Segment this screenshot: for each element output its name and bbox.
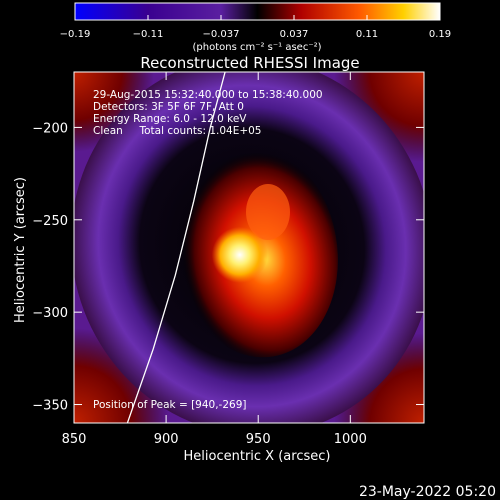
chart-title: Reconstructed RHESSI Image bbox=[140, 54, 359, 72]
annotation-energy-range: Energy Range: 6.0 - 12.0 keV bbox=[93, 113, 247, 125]
annotation-detectors: Detectors: 3F 5F 6F 7F, Att 0 bbox=[93, 101, 244, 113]
x-tick-label-0: 850 bbox=[62, 432, 87, 447]
colorbar-tick-label-5: 0.19 bbox=[429, 29, 451, 40]
colorbar bbox=[74, 2, 441, 21]
annotation-block: 29-Aug-2015 15:32:40.000 to 15:38:40.000… bbox=[93, 89, 323, 411]
colorbar-ticks: −0.19 −0.11 −0.037 0.037 0.11 0.19 bbox=[60, 15, 451, 40]
annotation-time-range: 29-Aug-2015 15:32:40.000 to 15:38:40.000 bbox=[93, 89, 323, 101]
annotation-peak-position: Position of Peak = [940,-269] bbox=[93, 399, 247, 411]
plot-frame bbox=[73, 71, 425, 424]
colorbar-tick-label-4: 0.11 bbox=[356, 29, 378, 40]
x-axis-ticks: 850 900 950 1000 bbox=[62, 72, 367, 447]
timestamp: 23-May-2022 05:20 bbox=[359, 484, 496, 500]
colorbar-tick-label-1: −0.11 bbox=[133, 29, 164, 40]
colorbar-tick-label-2: −0.037 bbox=[202, 29, 239, 40]
annotation-total-counts: Clean Total counts: 1.04E+05 bbox=[93, 125, 262, 137]
colorbar-tick-label-0: −0.19 bbox=[60, 29, 91, 40]
x-tick-label-2: 950 bbox=[246, 432, 271, 447]
y-tick-label-2: −300 bbox=[32, 306, 68, 321]
x-axis-label: Heliocentric X (arcsec) bbox=[184, 449, 331, 464]
y-tick-label-0: −200 bbox=[32, 121, 68, 136]
y-axis-ticks: −200 −250 −300 −350 bbox=[32, 121, 424, 414]
x-tick-label-3: 1000 bbox=[334, 432, 367, 447]
solar-limb-curve bbox=[126, 72, 226, 423]
colorbar-units: (photons cm⁻² s⁻¹ asec⁻²) bbox=[192, 42, 321, 53]
y-tick-label-3: −350 bbox=[32, 399, 68, 414]
colorbar-tick-label-3: 0.037 bbox=[280, 29, 309, 40]
y-axis-label: Heliocentric Y (arcsec) bbox=[13, 177, 28, 323]
y-tick-label-1: −250 bbox=[32, 214, 68, 229]
x-tick-label-1: 900 bbox=[154, 432, 179, 447]
